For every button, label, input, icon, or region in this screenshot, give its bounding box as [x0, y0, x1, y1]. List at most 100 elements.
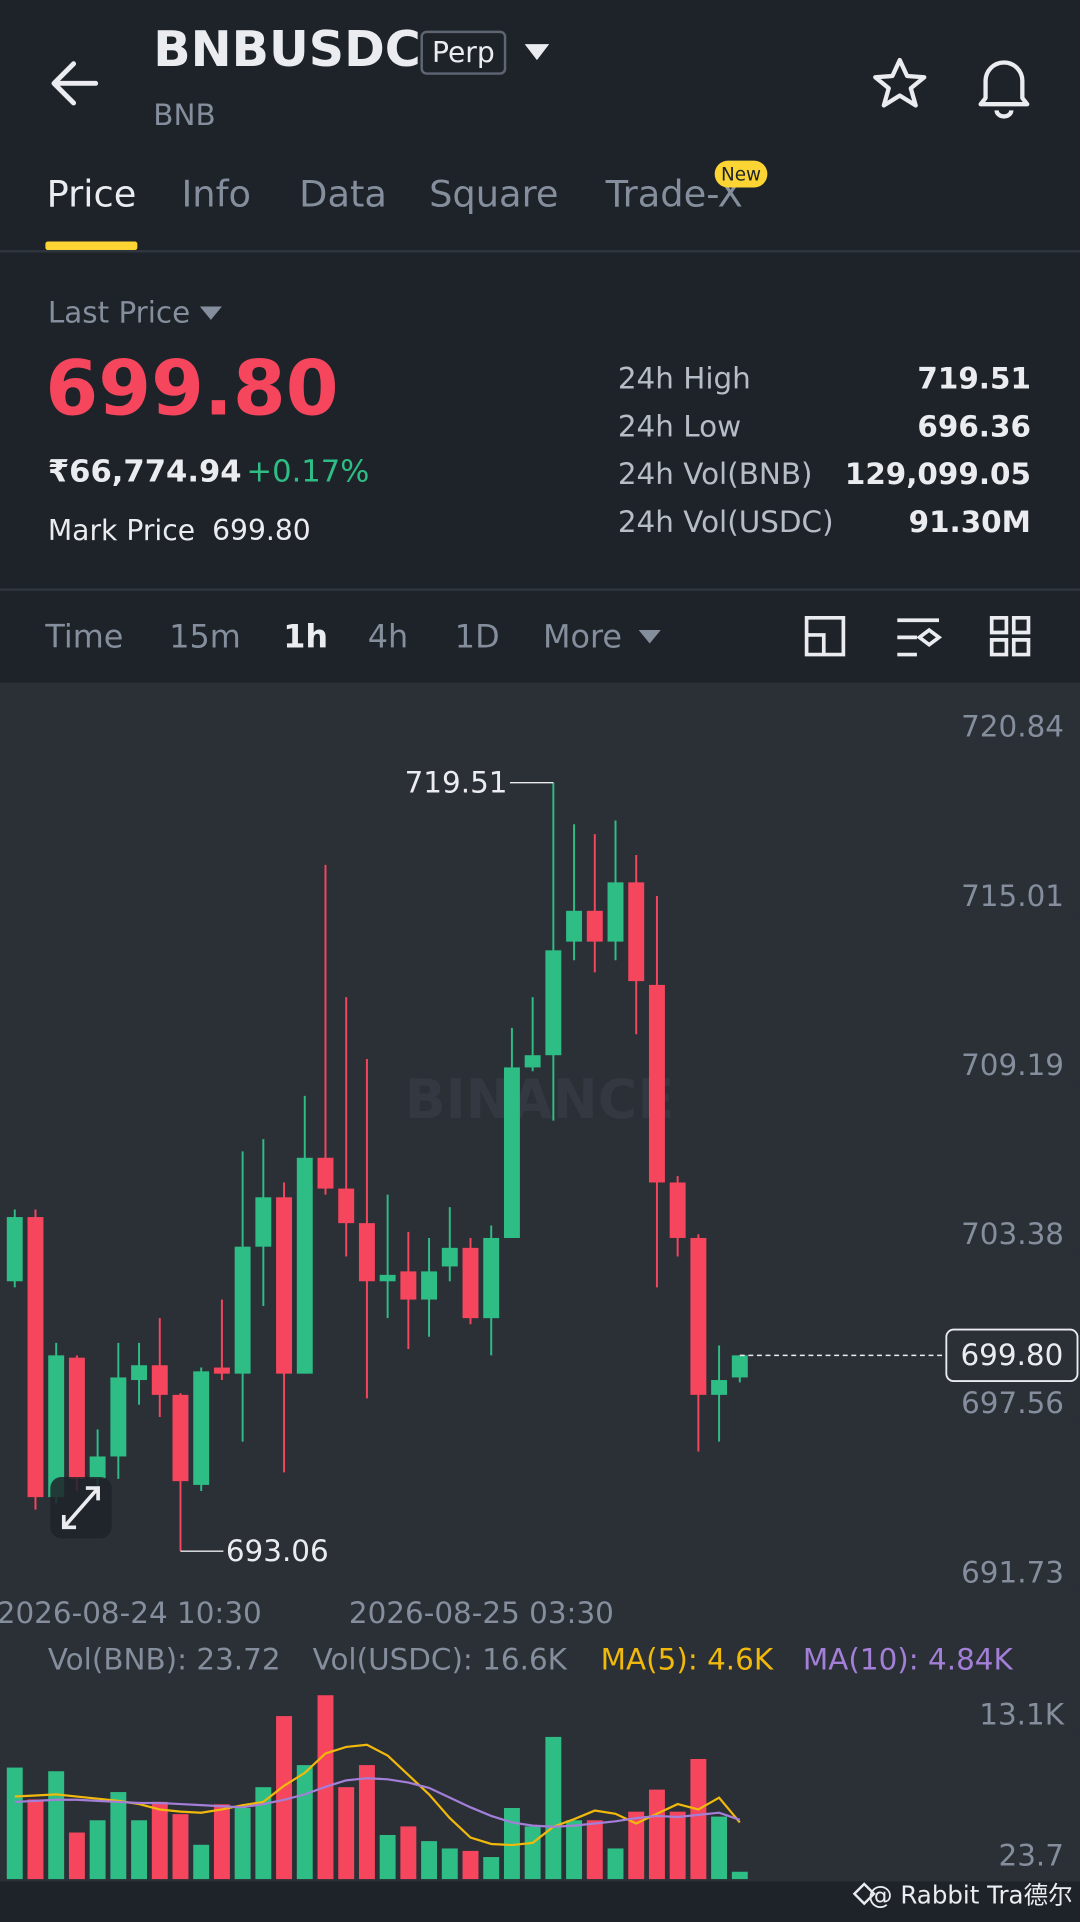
tab[interactable]: Info: [181, 173, 251, 216]
volume-bar: [151, 1801, 168, 1880]
stat-value: 696.36: [917, 409, 1030, 443]
back-button[interactable]: [51, 61, 99, 106]
volume-bar: [669, 1811, 686, 1880]
interval[interactable]: 1D: [455, 618, 500, 656]
badge-box: [420, 30, 507, 75]
volume-bar: [711, 1816, 728, 1880]
bell-clapper[interactable]: [994, 109, 1014, 119]
last-price: 699.80: [45, 343, 338, 432]
expand-icon[interactable]: [61, 1486, 100, 1530]
candle-body: [193, 1371, 210, 1485]
volume-bar: [27, 1799, 44, 1880]
y-tick-label: 697.56: [961, 1386, 1064, 1420]
x-tick-label: 2026-08-24 10:30: [0, 1596, 262, 1630]
chart-background: [0, 682, 1080, 1882]
top-background: [0, 0, 1080, 683]
new-badge-bg: [714, 160, 768, 188]
candle-body: [27, 1217, 44, 1498]
candle-body: [151, 1365, 168, 1395]
candle-body: [172, 1394, 189, 1482]
current-price-box: [945, 1328, 1079, 1383]
candle-body: [6, 1217, 23, 1282]
volume-bar: [690, 1758, 707, 1880]
last-price-dropdown[interactable]: [199, 306, 222, 320]
candle-body: [669, 1182, 686, 1238]
indicator-icon[interactable]: [897, 618, 943, 657]
alert-bell[interactable]: [978, 60, 1030, 119]
symbol-dropdown[interactable]: [524, 44, 550, 61]
fullscreen-icon[interactable]: [804, 615, 846, 657]
volume-bar: [731, 1871, 748, 1880]
candle-body: [566, 910, 583, 942]
volume-bar: [193, 1844, 210, 1880]
volume-bar: [400, 1826, 417, 1880]
volume-bar: [276, 1716, 293, 1880]
more-dropdown[interactable]: [638, 630, 661, 644]
candle-chart: 720.84 715.01 709.19 703.38 697.56 691.73 2026…: [0, 710, 1080, 1880]
volume-bar: [338, 1787, 355, 1880]
volume-bar: [545, 1736, 562, 1880]
chart-watermark: BINANCE: [405, 1068, 675, 1131]
volume-bar: [172, 1814, 189, 1880]
favorite-star[interactable]: [873, 57, 927, 108]
interval[interactable]: 1h: [283, 618, 328, 656]
candle-body: [586, 910, 603, 942]
low-annotation: 693.06: [226, 1534, 329, 1568]
volume-bar: [358, 1765, 375, 1880]
volume-bar: [648, 1789, 665, 1880]
volume-bar: [68, 1832, 85, 1880]
volume-bar: [607, 1848, 624, 1880]
high-annotation: 719.51: [405, 765, 508, 799]
layout-icon[interactable]: [989, 615, 1031, 657]
volume-bar: [213, 1804, 230, 1880]
candle-body: [234, 1246, 251, 1374]
candle-body: [110, 1377, 127, 1457]
y-tick-label: 720.84: [961, 710, 1064, 744]
legend-entry: MA(10): 4.84K: [803, 1642, 1014, 1676]
bell-body[interactable]: [978, 60, 1030, 107]
candle-body: [213, 1367, 230, 1374]
volume-bar: [89, 1820, 106, 1880]
candle-body: [628, 882, 645, 982]
toolbar-icons: [804, 615, 1031, 657]
volume-bar: [296, 1765, 313, 1880]
y-tick-label: 23.7: [999, 1839, 1064, 1873]
fiat-price: ₹66,774.94: [48, 455, 242, 490]
subtitle: BNB: [153, 98, 215, 132]
current-price-label: 699.80: [960, 1338, 1063, 1372]
interval[interactable]: Time: [44, 618, 123, 656]
candle-body: [648, 984, 665, 1183]
ma-line: [14, 1777, 741, 1828]
candle-body: [503, 1067, 520, 1238]
price-change: +0.17%: [246, 455, 369, 490]
volume-bar: [110, 1792, 127, 1880]
candle-body: [255, 1197, 272, 1247]
legend-entry: MA(5): 4.6K: [601, 1642, 774, 1676]
back-arrow[interactable]: [51, 61, 99, 106]
stats: 24h High 719.51 24h Low 696.36 24h Vol(BNB) 1…: [618, 361, 1031, 538]
volume-bar: [586, 1820, 603, 1880]
tab[interactable]: Data: [299, 173, 387, 216]
candle-body: [276, 1197, 293, 1374]
volume-bar: [524, 1826, 541, 1880]
legend-entry: Vol(USDC): 16.6K: [313, 1642, 568, 1676]
volume-bar: [421, 1841, 438, 1880]
volume-bar: [6, 1767, 23, 1880]
candle-body: [68, 1357, 85, 1479]
interval[interactable]: More: [543, 618, 622, 656]
y-tick-label: 691.73: [961, 1555, 1064, 1589]
candle-body: [400, 1271, 417, 1300]
candle-body: [441, 1247, 458, 1267]
stat-label: 24h Low: [618, 409, 741, 443]
candle-body: [131, 1365, 148, 1381]
volume-bar: [255, 1787, 272, 1880]
tab[interactable]: Price: [47, 173, 137, 216]
volume-bar: [566, 1820, 583, 1880]
interval[interactable]: 15m: [169, 618, 241, 656]
tab[interactable]: Square: [429, 173, 558, 216]
interval[interactable]: 4h: [368, 618, 408, 656]
last-price-label[interactable]: Last Price: [48, 295, 190, 329]
symbol-title[interactable]: BNBUSDC: [153, 20, 421, 78]
perp-badge: Perp: [432, 36, 495, 69]
